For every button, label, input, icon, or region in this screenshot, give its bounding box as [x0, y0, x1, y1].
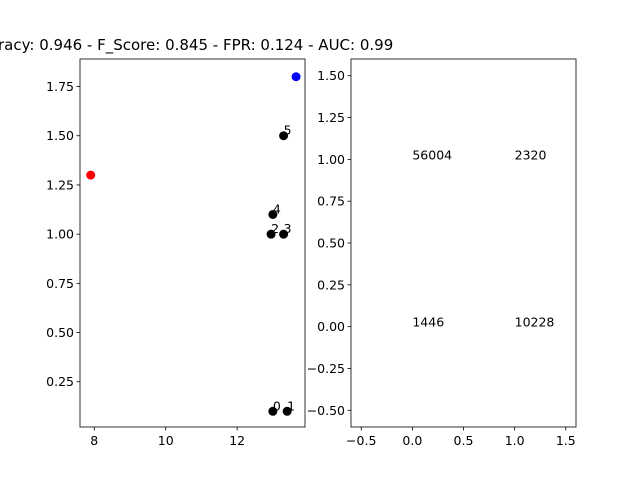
y-tick-label: 1.50: [46, 128, 74, 143]
scatter-ticks: 8 10 12 0.25 0.50 0.75 1.00 1.25 1.50 1.75: [46, 79, 245, 448]
point-label: 4: [273, 201, 281, 216]
y-tick-label: 1.00: [46, 227, 74, 242]
confusion-matrix-frame: [350, 58, 577, 428]
y-tick-label: −0.50: [307, 403, 345, 418]
scatter-axes: 0 12 345 8 10 120.250.500.751.001.251.501.75: [46, 58, 306, 448]
y-tick-label: 1.50: [317, 68, 345, 83]
confusion-matrix-value: 56004: [412, 147, 452, 162]
scatter-point: [291, 72, 301, 82]
x-tick-label: 8: [90, 433, 98, 448]
x-tick-label: 1.0: [505, 433, 525, 448]
x-tick-label: 12: [229, 433, 245, 448]
chart-title: racy: 0.946 - F_Score: 0.845 - FPR: 0.12…: [0, 36, 393, 55]
scatter-point: [279, 131, 289, 141]
x-tick-label: 10: [158, 433, 174, 448]
scatter-marks: 0 1 2 34 5: [86, 72, 301, 416]
scatter-point: [279, 229, 289, 239]
point-label: 2: [271, 221, 279, 236]
y-tick-label: 1.25: [46, 177, 74, 192]
scatter-point: [282, 406, 292, 416]
confusion-matrix-value: 1446: [412, 315, 444, 330]
y-tick-label: 0.75: [317, 194, 345, 209]
y-tick-label: 0.50: [317, 236, 345, 251]
scatter-frame: [79, 58, 306, 428]
y-tick-label: 1.75: [46, 79, 74, 94]
y-tick-label: 0.25: [317, 277, 345, 292]
scatter-point: [86, 170, 96, 180]
y-tick-label: 0.25: [46, 374, 74, 389]
point-label: 3: [284, 221, 292, 236]
confusion-matrix-ticks: −0.5 0.0 0.5 1.0 1.5 −0.50 −0.25 0.00 0.25 0.50 0.…: [307, 68, 576, 448]
point-label: 5: [284, 123, 292, 138]
y-tick-label: −0.25: [307, 361, 345, 376]
confusion-matrix-value: 2320: [515, 147, 547, 162]
confusion-matrix-value: 10228: [515, 315, 555, 330]
x-tick-label: 0.5: [454, 433, 474, 448]
scatter-point: [268, 406, 278, 416]
x-tick-label: 1.5: [556, 433, 576, 448]
point-label: 0: [273, 398, 281, 413]
x-tick-label: −0.5: [346, 433, 376, 448]
y-tick-label: 1.00: [317, 152, 345, 167]
scatter-point: [268, 209, 278, 219]
scatter-point: [266, 229, 276, 239]
y-tick-label: 0.50: [46, 325, 74, 340]
y-tick-label: 0.75: [46, 276, 74, 291]
y-tick-label: 1.25: [317, 110, 345, 125]
point-label: 1: [287, 398, 295, 413]
confusion-matrix-axes: 56004 2320 1446 10228 −0.5 0.0 0.5 1.0 1.5 −0.50…: [307, 58, 577, 448]
confusion-matrix-cells: 56004 2320 1446 10228: [412, 147, 554, 329]
x-tick-label: 0.0: [402, 433, 422, 448]
y-tick-label: 0.00: [317, 319, 345, 334]
